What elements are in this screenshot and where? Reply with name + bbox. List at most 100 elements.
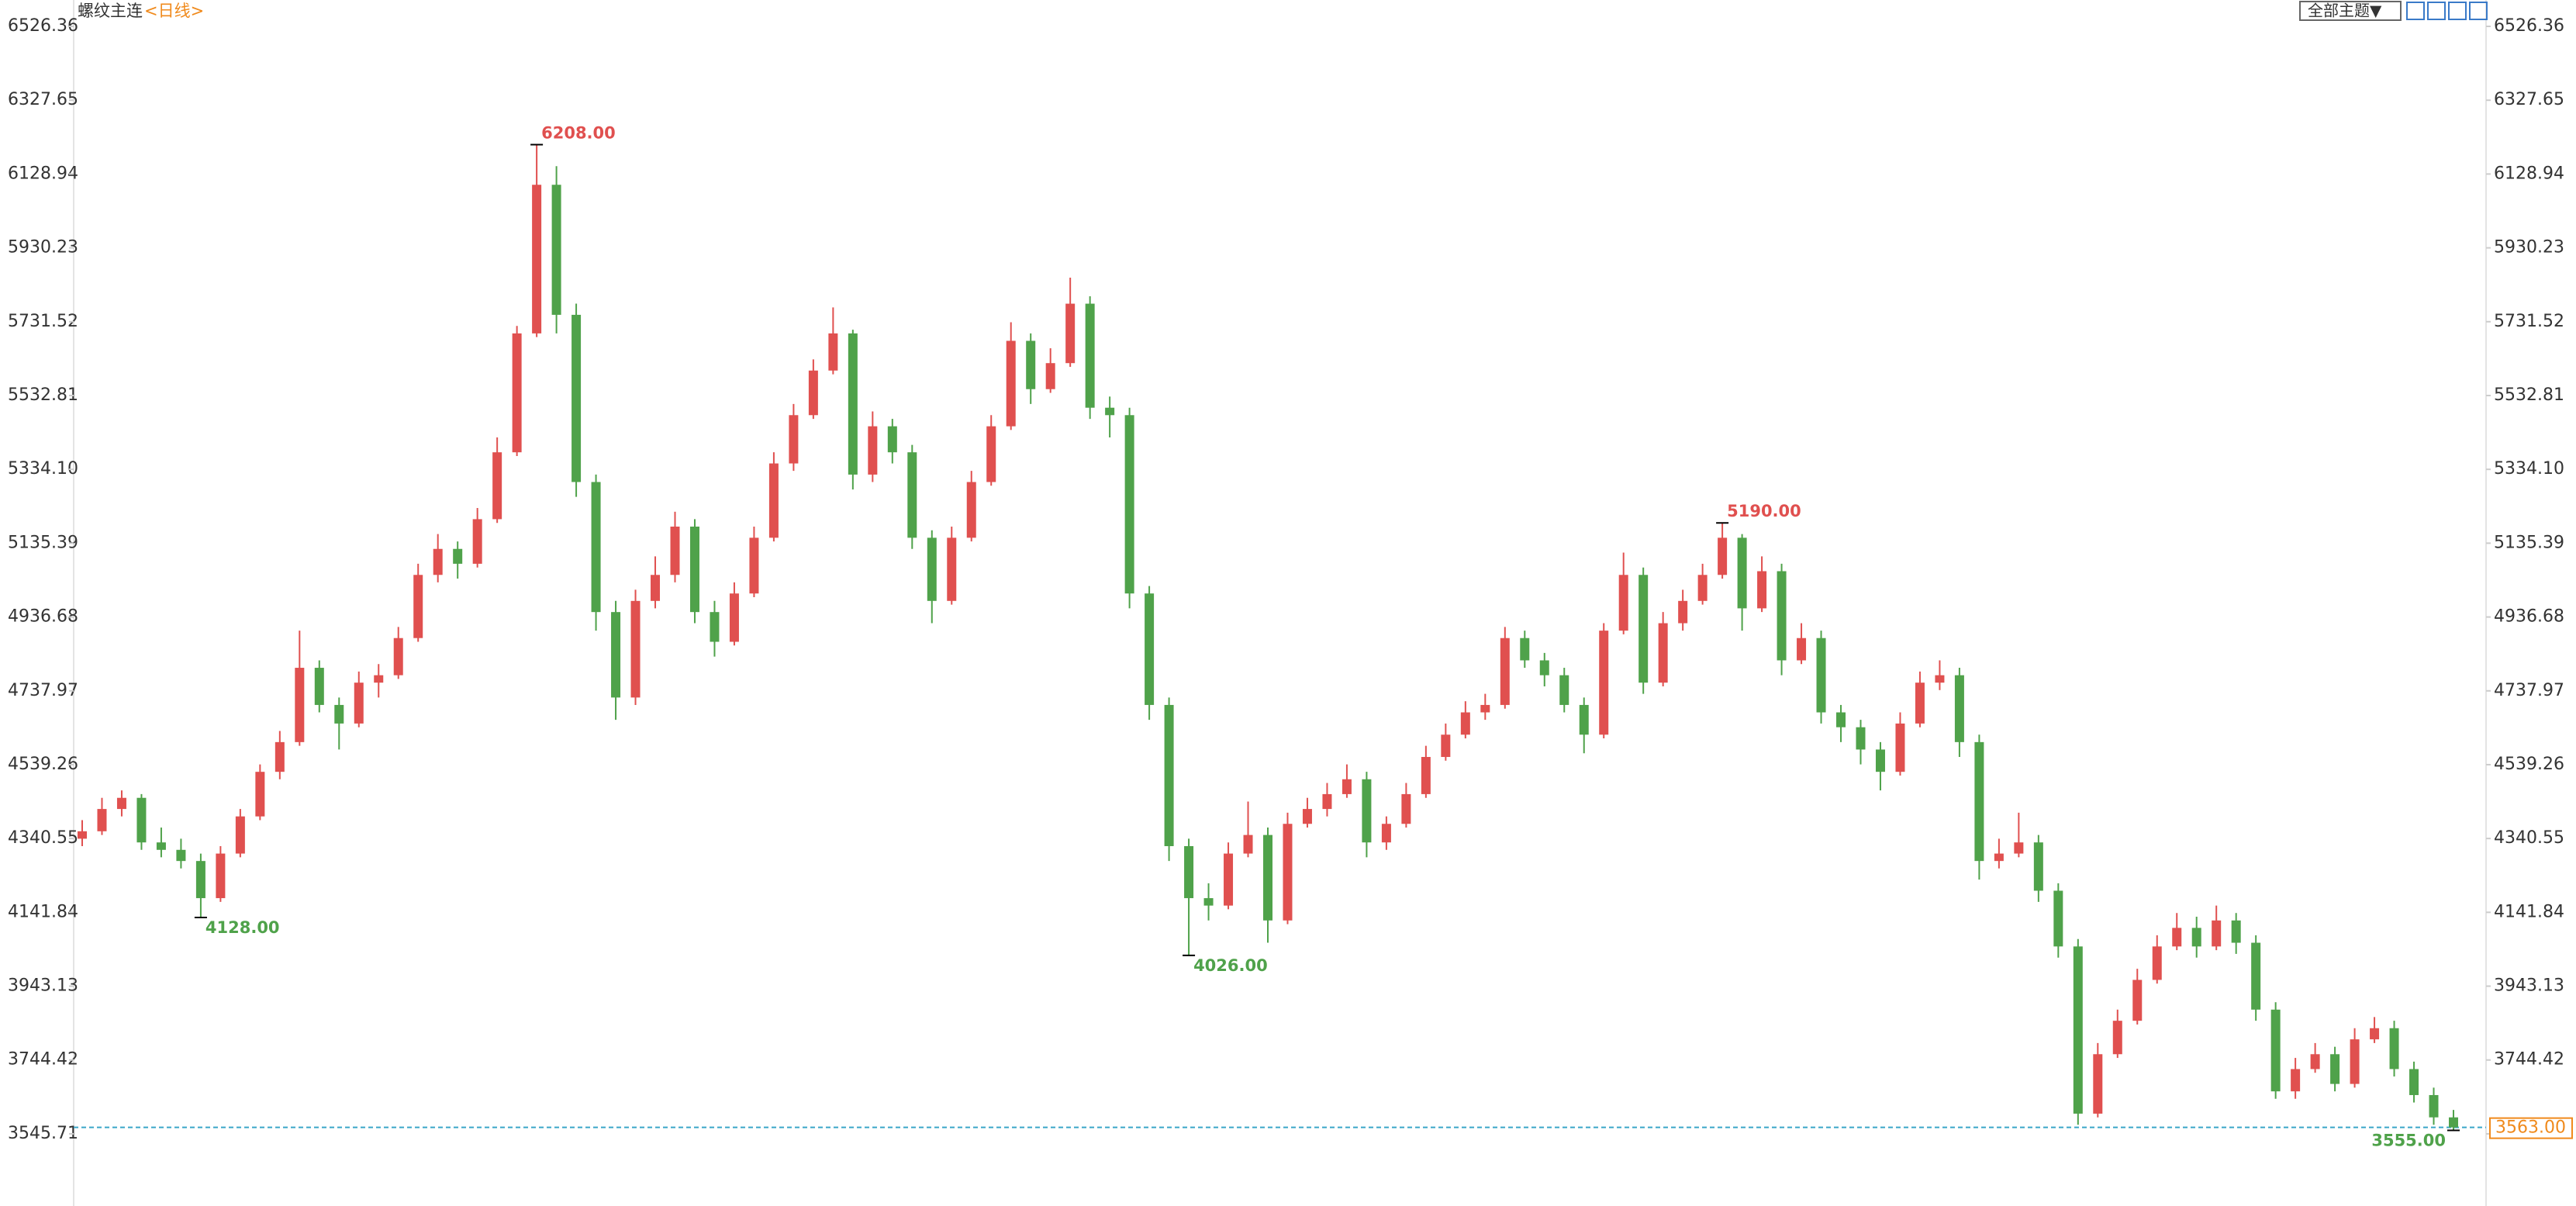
extreme-label: 5190.00 (1727, 502, 1801, 520)
candle-body (1322, 793, 1332, 810)
y-tick-label: 4539.26 (8, 755, 78, 774)
candle-body (1105, 407, 1115, 416)
candle-body (156, 842, 166, 850)
candle-body (1362, 779, 1372, 843)
extreme-label: 3555.00 (2371, 1131, 2446, 1149)
candle-body (1164, 704, 1174, 846)
candle-body (314, 668, 324, 705)
candle-body (1579, 704, 1589, 735)
candle-body (374, 675, 384, 683)
candle-body (1302, 809, 1312, 824)
candle-body (433, 548, 443, 575)
candle-body (887, 426, 897, 453)
candle-body (710, 612, 720, 642)
candle-body (1618, 575, 1628, 631)
candle-body (393, 638, 403, 676)
candle-body (295, 668, 305, 742)
y-tick-label: 4340.55 (8, 828, 78, 848)
candle-body (2350, 1039, 2360, 1084)
icon-button[interactable] (2469, 2, 2488, 20)
candle-body (512, 333, 522, 453)
candle-body (1678, 600, 1688, 624)
candle-body (2132, 980, 2143, 1021)
candle-body (1441, 734, 1451, 758)
y2-tick-label: 3744.42 (2494, 1050, 2564, 1070)
candle-body (551, 185, 561, 315)
candle-body (1480, 704, 1490, 713)
candle-body (2231, 920, 2241, 943)
candle-body (1559, 675, 1569, 705)
candle-body (2389, 1028, 2399, 1070)
candle-body (2172, 928, 2182, 947)
y-tick-label: 3545.71 (8, 1124, 78, 1143)
candle-body (2409, 1069, 2419, 1095)
candle-body (235, 816, 245, 854)
candle-body (1539, 660, 1549, 676)
candle-body (1856, 727, 1866, 750)
y2-tick-label: 4141.84 (2494, 902, 2564, 921)
y-tick-label: 6327.65 (8, 90, 78, 109)
candle-body (2093, 1054, 2103, 1114)
y2-tick-label: 6526.36 (2494, 16, 2564, 36)
candle-body (1045, 363, 1055, 389)
icon-button[interactable] (2448, 2, 2467, 20)
candle-body (2014, 842, 2024, 854)
candle-body (630, 600, 641, 698)
candle-body (1974, 741, 1984, 862)
candle-body (1145, 593, 1155, 705)
candle-body (1757, 571, 1767, 609)
theme-button-label[interactable]: 全部主题▼ (2308, 2, 2382, 20)
candle-body (1065, 303, 1076, 364)
y-tick-label: 6526.36 (8, 16, 78, 36)
candle-body (2449, 1117, 2458, 1128)
candle-body (2112, 1021, 2122, 1055)
candle-body (651, 575, 661, 601)
candle-body (453, 548, 463, 564)
candle-body (1935, 675, 1945, 683)
candle-body (1283, 824, 1293, 921)
candle-body (1994, 853, 2004, 862)
candle-body (2270, 1009, 2281, 1092)
candle-body (1875, 749, 1885, 772)
candle-body (1836, 712, 1846, 727)
candle-body (255, 772, 265, 817)
icon-button[interactable] (2406, 2, 2425, 20)
period-label[interactable]: <日线> (144, 2, 204, 20)
extreme-label: 4026.00 (1193, 956, 1268, 975)
theme-button[interactable] (2299, 1, 2402, 21)
candle-body (2212, 920, 2222, 947)
candle-body (927, 537, 937, 601)
candle-body (1797, 638, 1807, 661)
y-tick-label: 3943.13 (8, 976, 78, 996)
icon-button[interactable] (2427, 2, 2446, 20)
candle-body (2191, 928, 2201, 947)
candle-body (2152, 946, 2162, 980)
candle-body (2310, 1054, 2320, 1070)
candle-body (1006, 340, 1016, 427)
candle-body (532, 185, 542, 333)
y2-tick-label: 5731.52 (2494, 312, 2564, 331)
candle-body (986, 426, 996, 482)
candle-body (334, 704, 344, 724)
candle-body (1954, 675, 1964, 742)
last-price-label: 3563.00 (2495, 1118, 2566, 1138)
y-tick-label: 5135.39 (8, 533, 78, 552)
candle-body (2073, 946, 2083, 1114)
candle-body (1500, 638, 1510, 705)
candle-body (1085, 303, 1095, 408)
candle-body (1658, 623, 1668, 683)
candle-body (947, 537, 957, 601)
candle-body (2370, 1028, 2380, 1040)
candle-body (1401, 793, 1411, 824)
candle-body (1421, 757, 1431, 794)
candle-body (275, 741, 285, 772)
candle-body (907, 452, 917, 538)
candle-body (789, 415, 799, 464)
candle-body (729, 593, 739, 642)
candle-body (2053, 890, 2063, 947)
candle-body (472, 519, 482, 564)
y-tick-label: 5334.10 (8, 459, 78, 479)
chart-title: 螺纹主连 (78, 2, 143, 20)
candle-body (1342, 779, 1352, 794)
y-tick-label: 6128.94 (8, 164, 78, 183)
